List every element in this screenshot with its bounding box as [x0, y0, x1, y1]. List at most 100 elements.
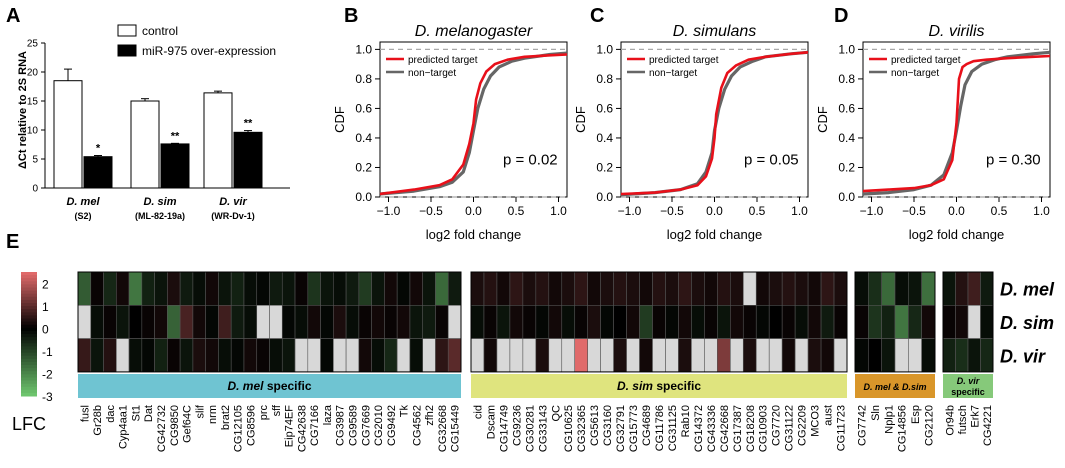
heatmap-cell	[409, 271, 423, 306]
heatmap-cell	[833, 271, 848, 306]
gene-label: prc	[258, 405, 270, 421]
color-scale-segment	[21, 293, 37, 298]
gene-label: brat2	[220, 405, 232, 430]
gene-label: fusl	[79, 405, 91, 422]
heatmap-cell	[470, 304, 485, 339]
x-tick-label: −1.0	[618, 204, 642, 218]
gene-label: CG33143	[537, 405, 549, 452]
heatmap-cell	[179, 271, 194, 306]
cdf-panel-melanogaster: D. melanogaster −1.0 −0.5 0.0 0.5 1.0 0.0 0.2 0.…	[332, 23, 568, 242]
heatmap-cell	[704, 338, 718, 373]
y-tick-label: 0.4	[355, 131, 372, 145]
y-tick-label: 0.2	[838, 160, 855, 174]
heatmap-cell	[908, 338, 922, 373]
heatmap-cell	[320, 271, 334, 306]
color-scale-tick: -1	[42, 345, 53, 359]
heatmap-cell	[868, 338, 882, 373]
heatmap-panel: LFC 2 1 0 -1 -2 -3 D. mel specific fusl Gr28b dac…	[12, 271, 1055, 452]
color-scale-segment	[21, 371, 37, 375]
row-species-label: D. mel	[1000, 280, 1055, 300]
p-value-label: p = 0.30	[986, 152, 1041, 169]
category-bar	[471, 374, 847, 398]
panel-letter-a: A	[6, 5, 20, 27]
gene-label: CG9589	[348, 405, 360, 446]
heatmap-cell	[243, 338, 258, 373]
heatmap-cell	[307, 304, 321, 339]
gene-label: CG7669	[360, 405, 372, 446]
heatmap-cell	[230, 271, 245, 306]
color-scale-segment	[21, 377, 37, 381]
predicted-target-line	[379, 53, 568, 196]
group-line-label: (WR-Dv-1)	[211, 211, 255, 221]
gene-label: CG31125	[667, 405, 679, 451]
category-label-italic: D. mel & D.sim	[863, 382, 926, 392]
gene-label: Erk7	[969, 405, 981, 428]
heatmap-cell	[921, 338, 936, 373]
heatmap-cell	[742, 271, 757, 306]
gene-label: CG42638	[296, 405, 308, 452]
heatmap-cell	[652, 304, 666, 339]
p-value-label: p = 0.05	[744, 152, 799, 169]
heatmap-cell	[435, 271, 449, 306]
heatmap-cell	[717, 338, 731, 373]
x-axis-label: log2 fold change	[426, 227, 521, 242]
category-bar	[78, 374, 461, 398]
gene-label: CG7742	[857, 405, 869, 446]
heatmap-cell	[600, 304, 614, 339]
heatmap-cell	[908, 271, 922, 306]
heatmap-cell	[691, 338, 705, 373]
heatmap-cell	[103, 271, 117, 306]
heatmap-cell	[626, 338, 640, 373]
legend-nontarget-label: non−target	[408, 68, 456, 79]
heatmap-cell	[561, 304, 576, 339]
heatmap-cell	[768, 304, 783, 339]
heatmap-cell	[781, 338, 796, 373]
color-scale-label: LFC	[12, 414, 46, 434]
x-tick-label: 1.0	[791, 204, 808, 218]
legend-nontarget-label: non−target	[649, 68, 697, 79]
heatmap-cell	[371, 304, 385, 339]
x-tick-label: −0.5	[660, 204, 684, 218]
heatmap-cell	[77, 304, 92, 339]
gene-label: CG4221	[982, 405, 994, 446]
color-scale-tick: -3	[42, 390, 53, 404]
heatmap-cell	[652, 338, 666, 373]
heatmap-cell	[384, 304, 398, 339]
row-species-label: D. vir	[1000, 346, 1046, 366]
heatmap-cell	[587, 304, 601, 339]
heatmap-cell	[167, 338, 181, 373]
control-bar	[203, 92, 233, 189]
gene-label: Rab10	[680, 405, 692, 437]
gene-label: CG15449	[450, 405, 462, 452]
heatmap-cell	[942, 338, 956, 373]
gene-label: CG11723	[836, 405, 848, 451]
category-label-italic: D. sim	[617, 379, 653, 393]
plot-title: D. simulans	[673, 23, 757, 40]
color-scale-segment	[21, 287, 37, 292]
color-scale-segment	[21, 275, 37, 279]
gene-label: CG43336	[706, 405, 718, 452]
category-bar	[943, 374, 993, 398]
heatmap-cell	[205, 304, 219, 339]
heatmap-cell	[294, 304, 309, 339]
heatmap-cell	[894, 338, 909, 373]
heatmap-cell	[522, 338, 537, 373]
y-tick-label: 0.8	[596, 72, 613, 86]
gene-label: CG4562	[411, 405, 423, 446]
category-label: D. sim specific	[617, 379, 701, 393]
panel-letter-c: C	[590, 5, 604, 27]
heatmap-cell	[396, 338, 411, 373]
category-label-rest: specific	[653, 379, 701, 393]
gene-label: St1	[130, 405, 142, 422]
gene-label: Sln	[870, 405, 882, 421]
heatmap-cell	[230, 304, 245, 339]
category-label: D. vir	[957, 376, 980, 386]
heatmap-cell	[167, 271, 181, 306]
non-target-line	[379, 51, 568, 196]
heatmap-cell	[154, 271, 168, 306]
heatmap-cell	[435, 338, 449, 373]
heatmap-cell	[942, 271, 956, 306]
color-scale-segment	[21, 321, 37, 326]
legend-predicted-label: predicted target	[891, 55, 961, 66]
predicted-target-line	[620, 51, 809, 196]
